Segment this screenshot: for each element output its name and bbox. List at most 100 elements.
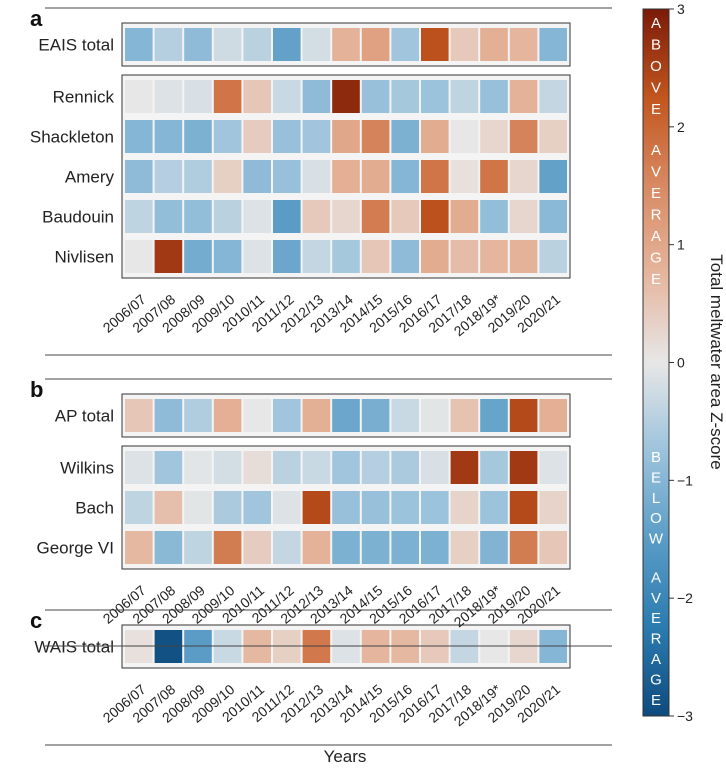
heatmap-cell <box>332 399 360 432</box>
heatmap-cell <box>421 399 449 432</box>
heatmap-cell <box>421 160 449 193</box>
heatmap-cell <box>421 491 449 524</box>
heatmap-cell <box>509 240 538 273</box>
heatmap-cell <box>332 28 360 61</box>
heatmap-cell <box>125 531 153 564</box>
colorbar-below-label-letter: R <box>651 631 662 648</box>
row-label: Amery <box>65 168 115 187</box>
heatmap-cell <box>184 240 212 273</box>
heatmap-cell <box>154 120 183 153</box>
colorbar-below-label-letter: E <box>651 469 661 486</box>
heatmap-cell <box>332 120 360 153</box>
colorbar-tick-label: 0 <box>677 355 685 371</box>
heatmap-cell <box>243 491 271 524</box>
heatmap-cell <box>273 531 301 564</box>
colorbar-below-label-letter: E <box>651 692 661 709</box>
heatmap-cell <box>302 240 331 273</box>
colorbar-below-label-letter: G <box>650 671 662 688</box>
heatmap-cell <box>361 120 390 153</box>
heatmap-cell <box>361 80 390 113</box>
colorbar-below-label-letter: B <box>651 449 661 466</box>
row-label: Nivlisen <box>54 248 114 267</box>
heatmap-cell <box>480 491 508 524</box>
heatmap-cell <box>361 240 390 273</box>
heatmap-cell <box>154 399 183 432</box>
colorbar-above-label-letter: V <box>651 80 661 97</box>
heatmap-cell <box>243 28 271 61</box>
colorbar-above-label-letter: R <box>651 206 662 223</box>
heatmap-cell <box>273 80 301 113</box>
heatmap-cell <box>421 240 449 273</box>
heatmap-cell <box>421 531 449 564</box>
row-label: George VI <box>37 539 115 558</box>
heatmap-cells <box>121 22 571 669</box>
colorbar-tick-label: 1 <box>677 237 685 253</box>
heatmap-cell <box>450 240 479 273</box>
heatmap-cell <box>213 399 242 432</box>
heatmap-cell <box>421 28 449 61</box>
row-labels: EAIS total Rennick Shackleton Amery Baudouin… <box>30 36 115 657</box>
heatmap-cell <box>184 491 212 524</box>
heatmap-cell <box>302 28 331 61</box>
heatmap-cell <box>332 531 360 564</box>
colorbar-tick-label: −2 <box>677 590 693 606</box>
colorbar-above-label-letter: E <box>651 271 661 288</box>
row-label: Rennick <box>53 88 115 107</box>
colorbar-below-label-letter: L <box>652 490 660 507</box>
heatmap-cell <box>184 451 212 484</box>
heatmap-cell <box>509 160 538 193</box>
heatmap-cell <box>450 451 479 484</box>
heatmap-cell <box>480 160 508 193</box>
heatmap-cell <box>332 491 360 524</box>
colorbar-below-label-letter: V <box>651 590 661 607</box>
heatmap-cell <box>361 160 390 193</box>
heatmap-cell <box>480 120 508 153</box>
colorbar-below-label-letter: W <box>649 531 664 548</box>
heatmap-cell <box>154 28 183 61</box>
colorbar-below-label-letter: O <box>650 510 662 527</box>
heatmap-cell <box>450 80 479 113</box>
row-label: Baudouin <box>42 208 114 227</box>
row-label: Wilkins <box>60 459 114 478</box>
heatmap-cell <box>361 451 390 484</box>
heatmap-cell <box>539 399 567 432</box>
colorbar-tick-label: 3 <box>677 1 685 17</box>
heatmap-cell <box>450 200 479 233</box>
heatmap-cell <box>302 451 331 484</box>
heatmap-cell <box>125 160 153 193</box>
row-label: WAIS total <box>34 638 114 657</box>
heatmap-cell <box>509 399 538 432</box>
heatmap-cell <box>480 451 508 484</box>
heatmap-cell <box>391 531 419 564</box>
heatmap-cell <box>450 531 479 564</box>
heatmap-cell <box>184 200 212 233</box>
colorbar-title: Total meltwater area Z-score <box>707 254 726 469</box>
heatmap-cell <box>539 451 567 484</box>
heatmap-cell <box>184 160 212 193</box>
heatmap-cell <box>213 491 242 524</box>
heatmap-cell <box>391 491 419 524</box>
panel-label-a: a <box>30 6 43 31</box>
heatmap-cell <box>421 451 449 484</box>
heatmap-cell <box>539 28 567 61</box>
colorbar-tick-label: −1 <box>677 472 693 488</box>
colorbar-above-label-letter: E <box>651 185 661 202</box>
heatmap-cell <box>539 80 567 113</box>
colorbar: 3210−1−2−3ABOVEAVERAGEBELOWAVERAGETotal … <box>642 1 726 724</box>
heatmap-cell <box>480 240 508 273</box>
heatmap-cell <box>243 120 271 153</box>
heatmap-cell <box>302 160 331 193</box>
heatmap-cell <box>184 28 212 61</box>
heatmap-cell <box>154 451 183 484</box>
heatmap-cell <box>184 399 212 432</box>
heatmap-cell <box>213 451 242 484</box>
heatmap-cell <box>391 160 419 193</box>
panel-label-b: b <box>30 377 43 402</box>
heatmap-cell <box>539 531 567 564</box>
heatmap-cell <box>243 160 271 193</box>
heatmap-cell <box>361 491 390 524</box>
colorbar-tick-label: −3 <box>677 708 693 724</box>
heatmap-cell <box>154 80 183 113</box>
heatmap-cell <box>421 120 449 153</box>
